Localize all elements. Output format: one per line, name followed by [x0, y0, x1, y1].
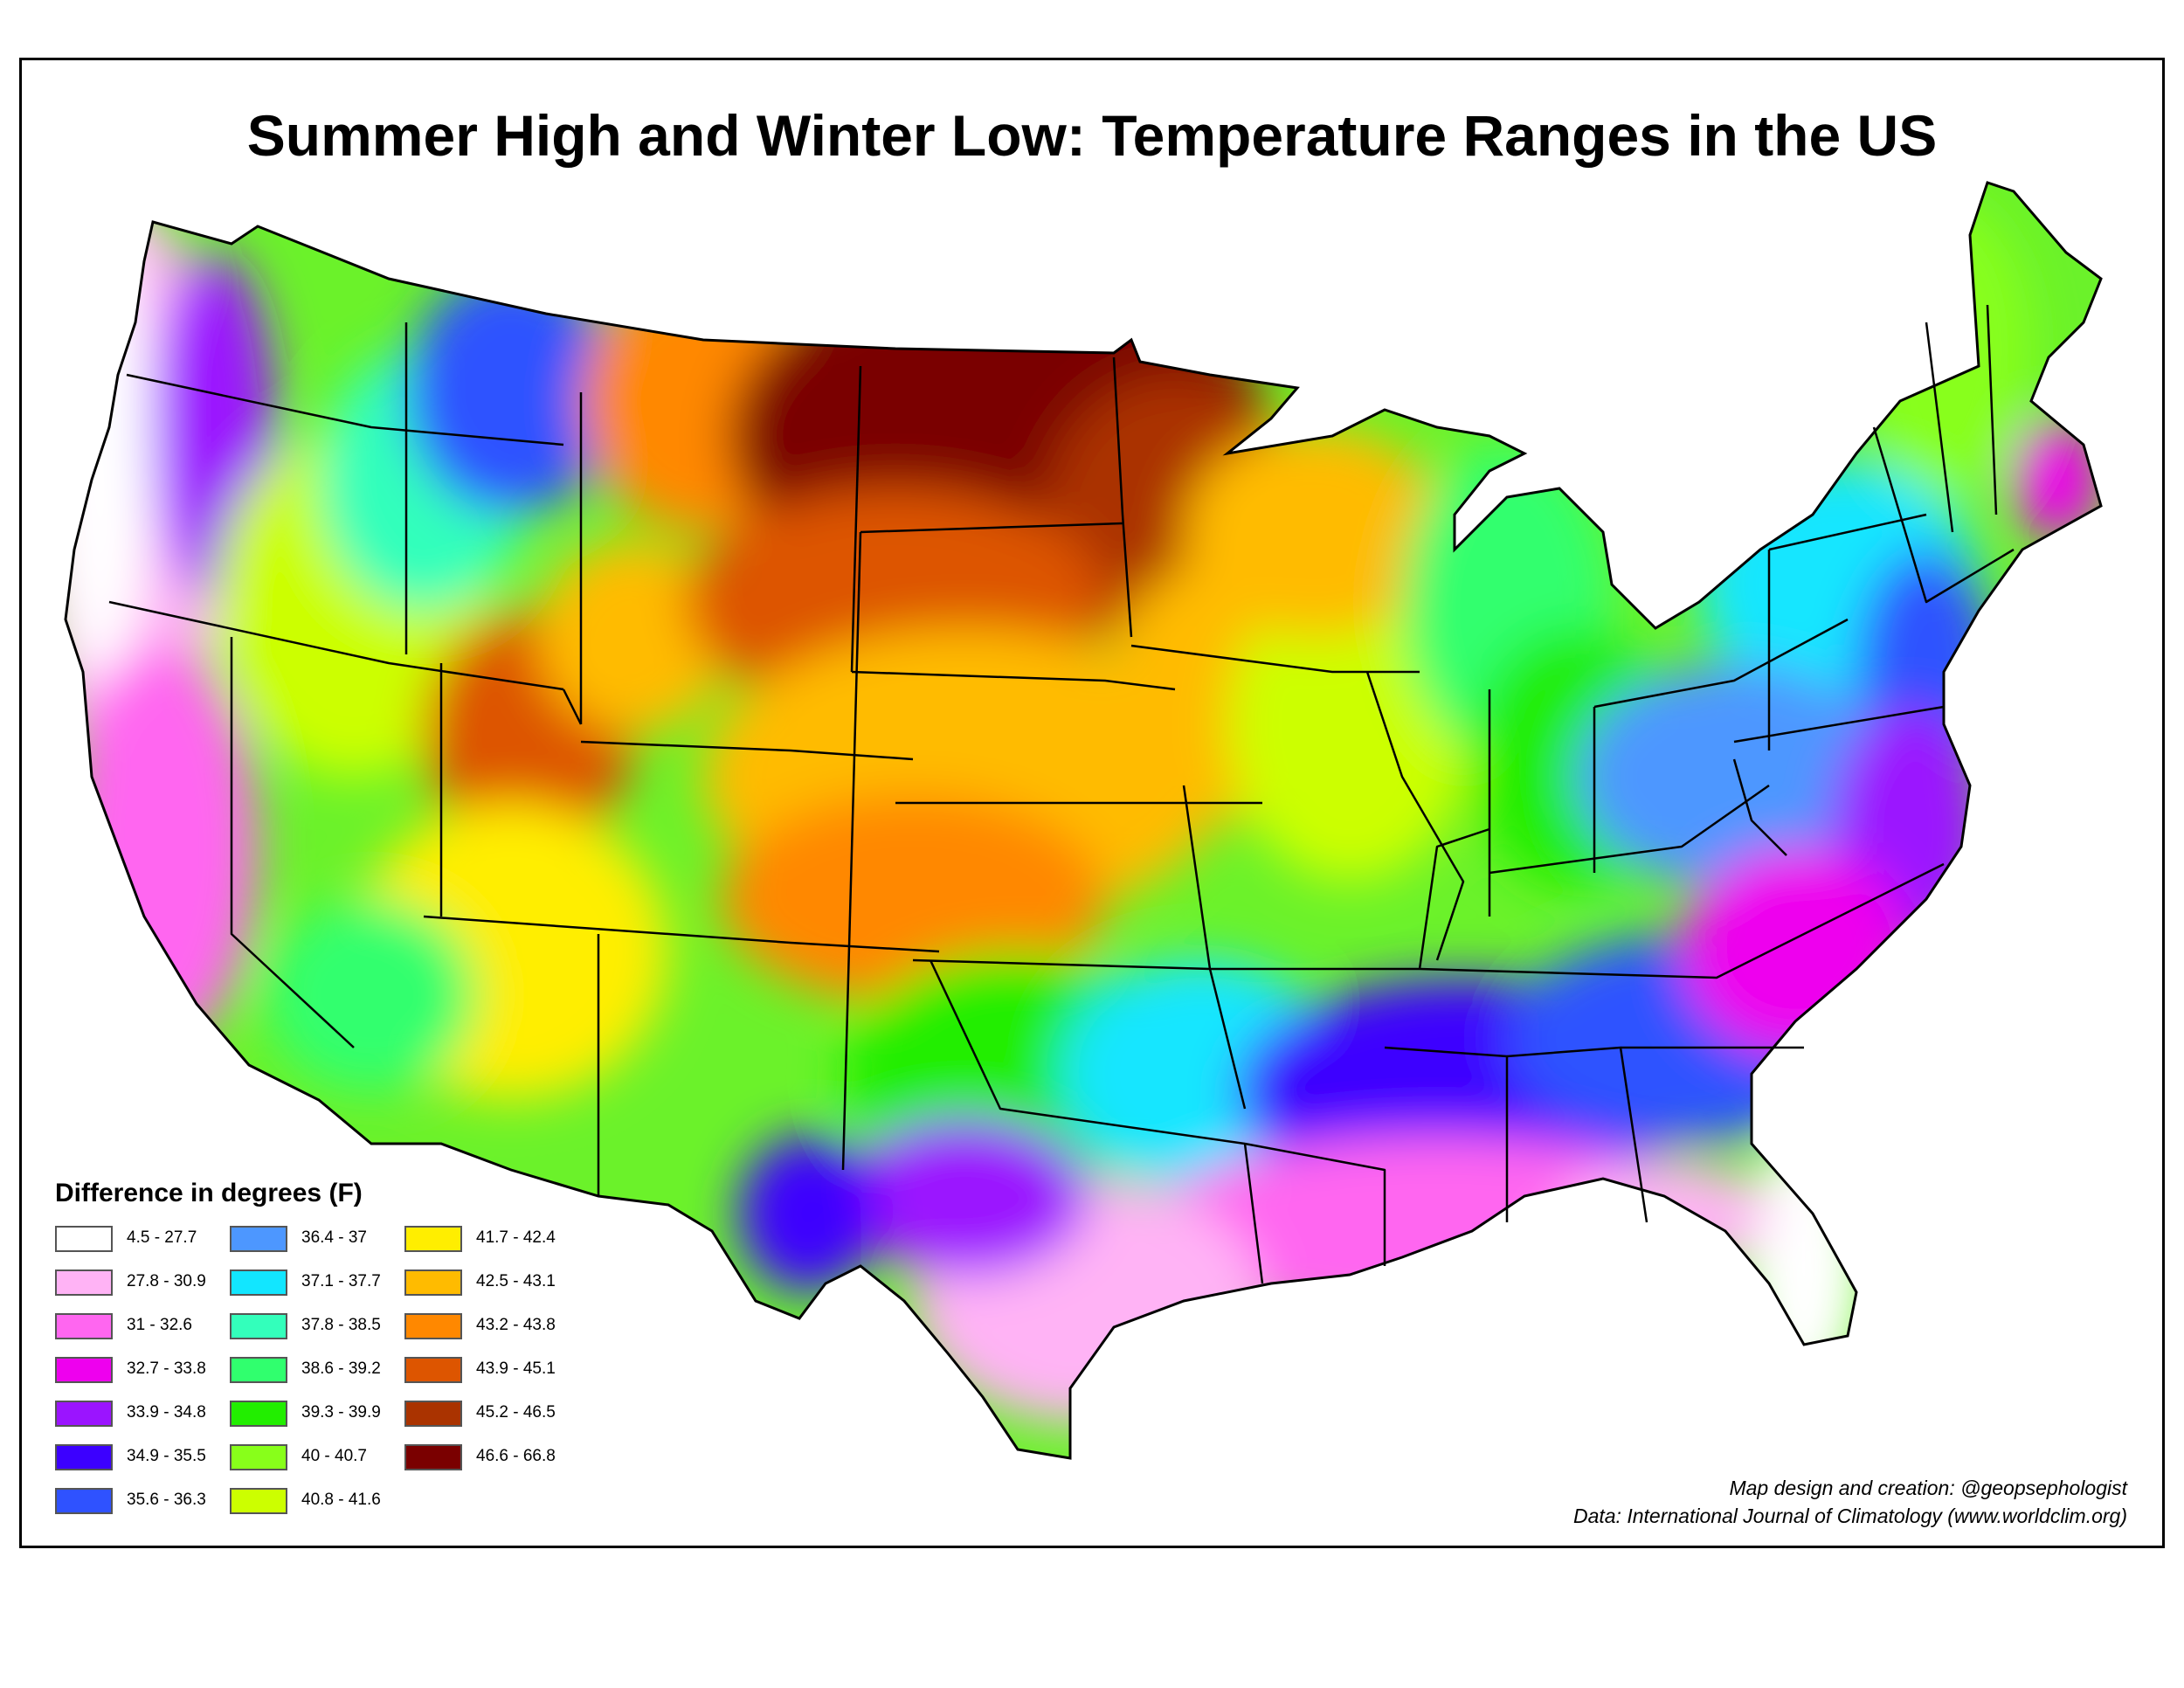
legend-swatch [404, 1401, 462, 1427]
legend-swatch [230, 1488, 287, 1514]
legend-label: 40 - 40.7 [301, 1447, 367, 1465]
legend-label: 27.8 - 30.9 [127, 1272, 206, 1290]
legend-swatch [55, 1313, 113, 1339]
legend: Difference in degrees (F) 4.5 - 27.7 27.8… [55, 1179, 556, 1598]
map-title: Summer High and Winter Low: Temperature … [246, 103, 1938, 168]
legend-swatch [55, 1401, 113, 1427]
legend-swatch [404, 1226, 462, 1252]
legend-label: 46.6 - 66.8 [476, 1447, 556, 1465]
legend-swatch [404, 1444, 462, 1470]
legend-label: 4.5 - 27.7 [127, 1228, 197, 1247]
legend-label: 37.8 - 38.5 [301, 1316, 381, 1334]
legend-label: 45.2 - 46.5 [476, 1403, 556, 1422]
credits: Map design and creation: @geopsephologis… [1573, 1474, 2127, 1530]
legend-swatch [55, 1488, 113, 1514]
legend-label: 33.9 - 34.8 [127, 1403, 206, 1422]
legend-swatch [404, 1357, 462, 1383]
legend-label: 38.6 - 39.2 [301, 1359, 381, 1378]
legend-title: Difference in degrees (F) [55, 1179, 363, 1207]
legend-swatch [230, 1357, 287, 1383]
legend-swatch [55, 1226, 113, 1252]
legend-swatch [404, 1269, 462, 1296]
legend-swatch [230, 1444, 287, 1470]
legend-swatch [404, 1313, 462, 1339]
legend-label: 42.5 - 43.1 [476, 1272, 556, 1290]
state-borders [108, 304, 2015, 1284]
legend-label: 36.4 - 37 [301, 1228, 367, 1247]
legend-swatch [55, 1444, 113, 1470]
legend-label: 43.9 - 45.1 [476, 1359, 556, 1378]
legend-label: 31 - 32.6 [127, 1316, 192, 1334]
map-frame: Summer High and Winter Low: Temperature … [19, 58, 2165, 1548]
legend-label: 41.7 - 42.4 [476, 1228, 556, 1247]
legend-label: 34.9 - 35.5 [127, 1447, 206, 1465]
credit-data: Data: International Journal of Climatolo… [1572, 1505, 2127, 1527]
legend-label: 37.1 - 37.7 [301, 1272, 381, 1290]
credit-design: Map design and creation: @geopsephologis… [1729, 1477, 2127, 1499]
legend-label: 39.3 - 39.9 [301, 1403, 381, 1422]
legend-label: 32.7 - 33.8 [127, 1359, 206, 1378]
legend-label: 40.8 - 41.6 [301, 1491, 381, 1509]
legend-label: 43.2 - 43.8 [476, 1316, 556, 1334]
us-temperature-map [64, 181, 2103, 1460]
legend-swatch [230, 1313, 287, 1339]
legend-swatch [230, 1226, 287, 1252]
legend-swatch [230, 1269, 287, 1296]
legend-swatch [55, 1357, 113, 1383]
legend-swatch [230, 1401, 287, 1427]
legend-swatch [55, 1269, 113, 1296]
legend-label: 35.6 - 36.3 [127, 1491, 206, 1509]
